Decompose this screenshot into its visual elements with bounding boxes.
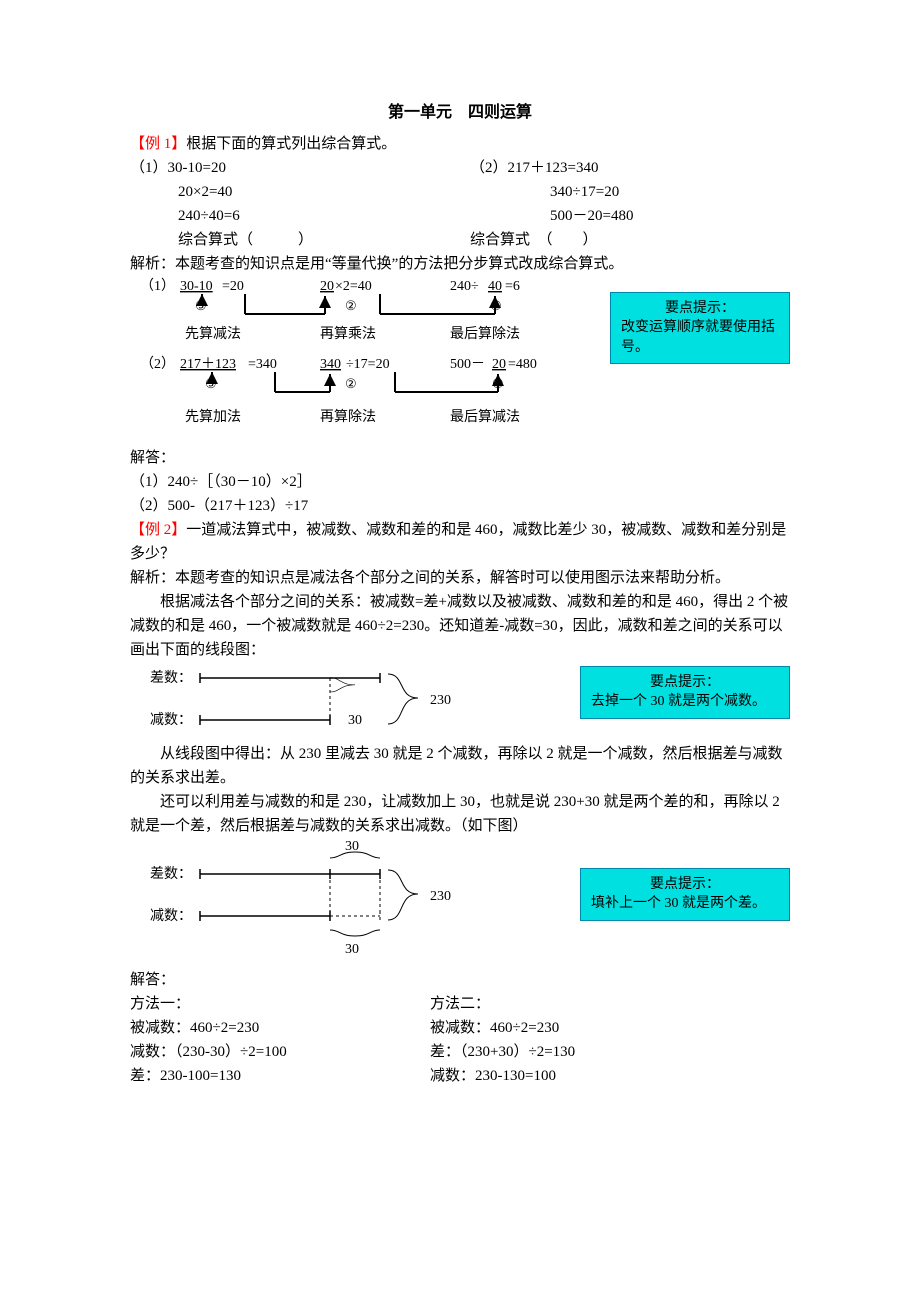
- tip2-body: 去掉一个 30 就是两个减数。: [591, 692, 779, 712]
- svg-text:30: 30: [345, 942, 359, 957]
- svg-text:再算除法: 再算除法: [320, 409, 376, 425]
- svg-text:20: 20: [320, 279, 334, 294]
- svg-text:②: ②: [345, 376, 357, 391]
- tip-box-3: 要点提示： 填补上一个 30 就是两个差。: [580, 868, 790, 921]
- ex1-a2: （2）500-（217＋123）÷17: [130, 494, 790, 518]
- ex1-prompt: 根据下面的算式列出综合算式。: [186, 136, 396, 152]
- tip1-body: 改变运算顺序就要使用括号。: [621, 318, 779, 357]
- ex1-p2comb: 综合算式 （ ）: [470, 228, 790, 252]
- ex1-a1: （1）240÷［（30－10）×2］: [130, 470, 790, 494]
- ex1-p1comb: 综合算式（ ）: [130, 228, 470, 252]
- m2-l2: 差：（230+30）÷2=130: [430, 1040, 790, 1064]
- svg-text:÷17=20: ÷17=20: [346, 357, 390, 372]
- svg-text:230: 230: [430, 693, 451, 708]
- m1-l1: 被减数：460÷2=230: [130, 1016, 430, 1040]
- tip-box-2: 要点提示： 去掉一个 30 就是两个减数。: [580, 666, 790, 719]
- svg-text:最后算除法: 最后算除法: [450, 326, 520, 342]
- svg-text:先算减法: 先算减法: [185, 326, 241, 342]
- ex2-para1: 根据减法各个部分之间的关系：被减数=差+减数以及被减数、减数和差的和是 460，…: [130, 590, 790, 662]
- svg-text:20: 20: [492, 357, 506, 372]
- svg-text:先算加法: 先算加法: [185, 409, 241, 425]
- ex2-analysis-label: 解析：: [130, 570, 175, 586]
- svg-text:③: ③: [205, 376, 217, 391]
- svg-text:②: ②: [345, 298, 357, 313]
- ex2-label: 【例 2】: [130, 522, 186, 538]
- m2-label: 方法二：: [430, 992, 790, 1016]
- svg-text:（2）: （2）: [140, 356, 175, 372]
- svg-text:=20: =20: [222, 279, 244, 294]
- ex1-prompt-line: 【例 1】根据下面的算式列出综合算式。: [130, 132, 790, 156]
- tip3-title: 要点提示：: [591, 875, 779, 895]
- svg-text:（1）: （1）: [140, 278, 175, 294]
- svg-text:500－: 500－: [450, 357, 485, 372]
- tip-box-1: 要点提示： 改变运算顺序就要使用括号。: [610, 292, 790, 365]
- svg-text:340: 340: [320, 357, 341, 372]
- svg-text:230: 230: [430, 889, 451, 904]
- ex1-p2b: 340÷17=20: [470, 180, 790, 204]
- segment-diagram-2: 30 差数： 减数： 230 30 要点提示： 填补上一个 30 就是两个差。: [130, 838, 790, 968]
- ex2-para3: 还可以利用差与减数的和是 230，让减数加上 30，也就是说 230+30 就是…: [130, 790, 790, 838]
- ex1-analysis: 解析：本题考查的知识点是用“等量代换”的方法把分步算式改成综合算式。: [130, 252, 790, 276]
- svg-text:差数：: 差数：: [150, 866, 192, 882]
- ex2-para2: 从线段图中得出：从 230 里减去 30 就是 2 个减数，再除以 2 就是一个…: [130, 742, 790, 790]
- svg-text:240÷: 240÷: [450, 279, 479, 294]
- ex1-p1a: 30-10=20: [168, 160, 226, 176]
- tip1-title: 要点提示：: [621, 299, 779, 319]
- svg-text:=6: =6: [505, 279, 520, 294]
- ex1-p1c: 240÷40=6: [130, 204, 470, 228]
- svg-text:差数：: 差数：: [150, 670, 192, 686]
- ex2-analysis: 解析：本题考查的知识点是减法各个部分之间的关系，解答时可以使用图示法来帮助分析。: [130, 566, 790, 590]
- ex2-analysis-text: 本题考查的知识点是减法各个部分之间的关系，解答时可以使用图示法来帮助分析。: [175, 570, 730, 586]
- svg-text:=480: =480: [508, 357, 537, 372]
- svg-text:217＋123: 217＋123: [180, 357, 236, 372]
- ex2-methods: 方法一： 被减数：460÷2=230 减数：（230-30）÷2=100 差：2…: [130, 992, 790, 1088]
- svg-text:=340: =340: [248, 357, 277, 372]
- ex1-p1b: 20×2=40: [130, 180, 470, 204]
- analysis-label: 解析：: [130, 256, 175, 272]
- ex1-p2c: 500－20=480: [470, 204, 790, 228]
- ex2-ans-label: 解答：: [130, 968, 790, 992]
- m1-label: 方法一：: [130, 992, 430, 1016]
- tip2-title: 要点提示：: [591, 673, 779, 693]
- m1-l3: 差：230-100=130: [130, 1064, 430, 1088]
- m1-l2: 减数：（230-30）÷2=100: [130, 1040, 430, 1064]
- analysis-text: 本题考查的知识点是用“等量代换”的方法把分步算式改成综合算式。: [175, 256, 623, 272]
- svg-text:30-10: 30-10: [180, 279, 213, 294]
- svg-text:③: ③: [195, 298, 207, 313]
- ex2-prompt: 一道减法算式中，被减数、减数和差的和是 460，减数比差少 30，被减数、减数和…: [130, 522, 786, 562]
- svg-text:×2=40: ×2=40: [335, 279, 372, 294]
- ex1-p2n: （2）: [470, 160, 508, 176]
- svg-text:40: 40: [488, 279, 502, 294]
- ex1-p2a: 217＋123=340: [508, 160, 599, 176]
- segment-diagram-1: 差数： 减数： 30 230 要点提示： 去掉一个 30 就是两个减数。: [130, 662, 790, 742]
- ex1-given: （1）30-10=20 20×2=40 240÷40=6 综合算式（ ） （2）…: [130, 156, 790, 252]
- svg-text:减数：: 减数：: [150, 712, 192, 728]
- svg-text:再算乘法: 再算乘法: [320, 326, 376, 342]
- m2-l3: 减数：230-130=100: [430, 1064, 790, 1088]
- ex1-ans-label: 解答：: [130, 446, 790, 470]
- unit-title: 第一单元 四则运算: [130, 100, 790, 126]
- m2-l1: 被减数：460÷2=230: [430, 1016, 790, 1040]
- ex1-flow-diagram: （1） 30-10 =20 20 ×2=40 240÷ 40 =6 ③ ② ① …: [130, 276, 790, 446]
- svg-text:30: 30: [348, 713, 362, 728]
- ex2-prompt-line: 【例 2】一道减法算式中，被减数、减数和差的和是 460，减数比差少 30，被减…: [130, 518, 790, 566]
- svg-text:减数：: 减数：: [150, 908, 192, 924]
- tip3-body: 填补上一个 30 就是两个差。: [591, 894, 779, 914]
- ex1-label: 【例 1】: [130, 136, 186, 152]
- ex1-p1n: （1）: [130, 160, 168, 176]
- svg-text:最后算减法: 最后算减法: [450, 409, 520, 425]
